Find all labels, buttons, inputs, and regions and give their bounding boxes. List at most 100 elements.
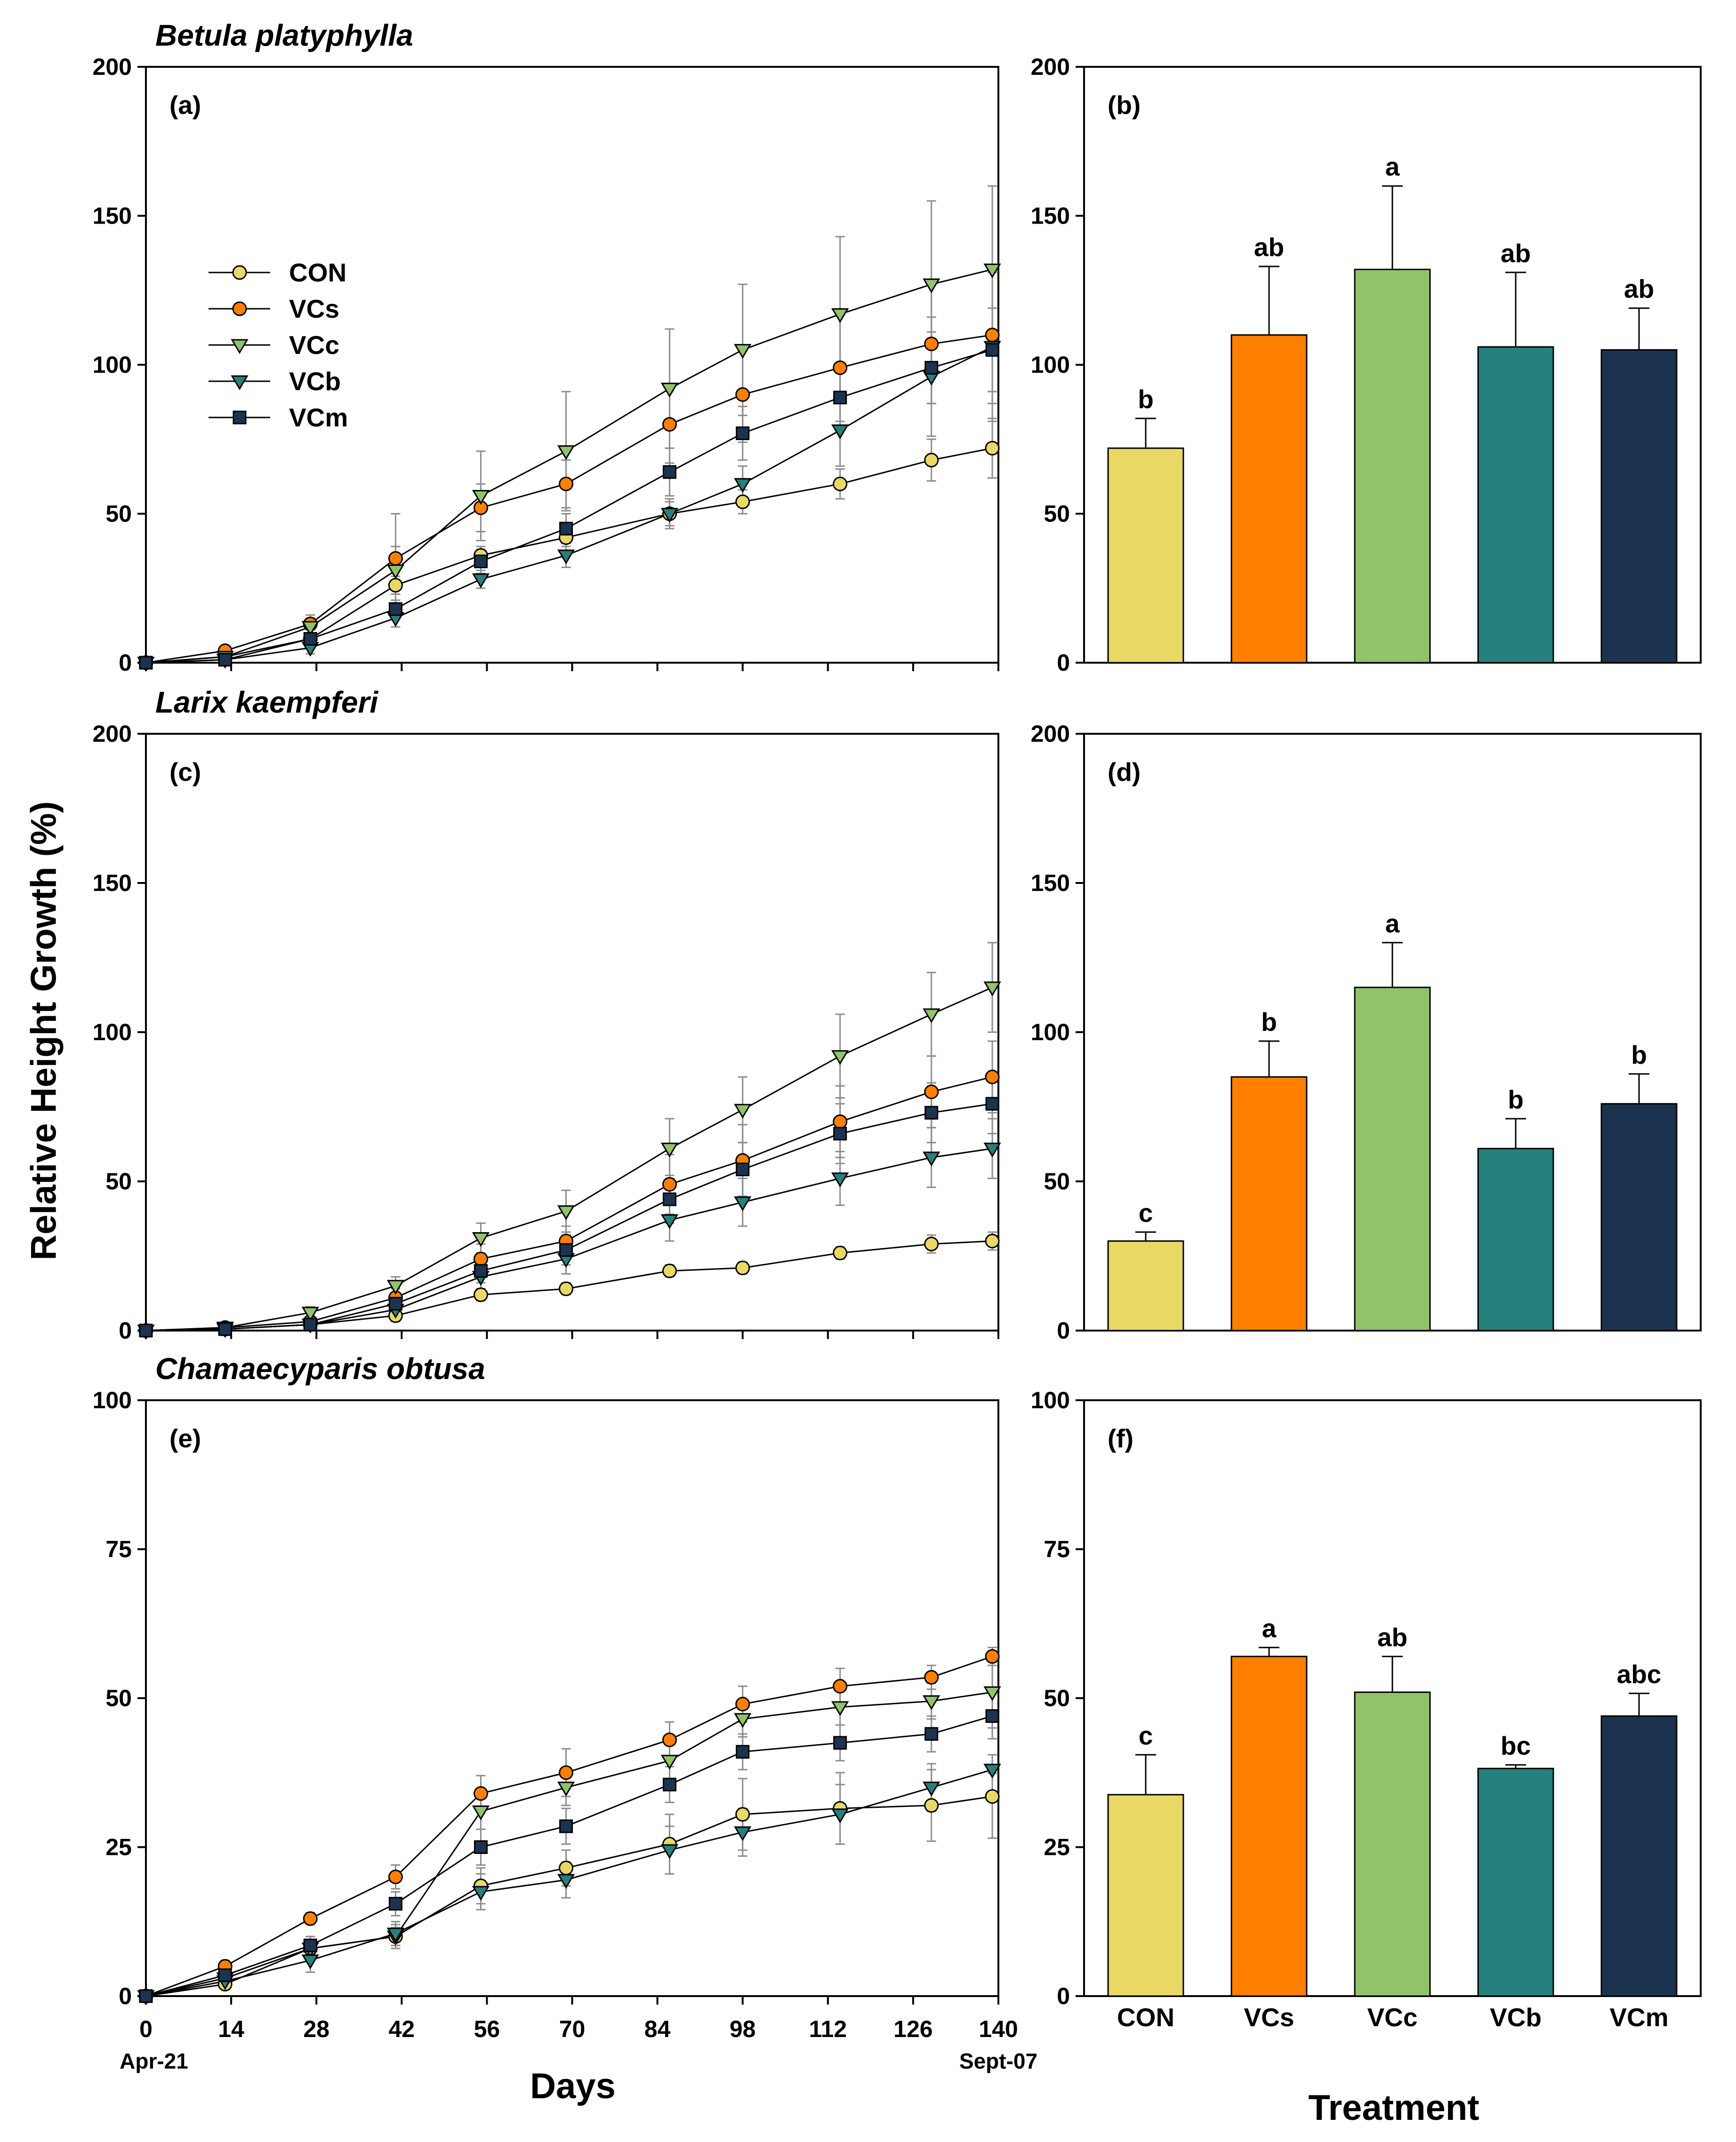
marker-vcb (660, 1844, 679, 1859)
x-tick-label: 98 (730, 2016, 756, 2042)
marker-con (985, 1234, 1000, 1249)
bar-vcm (1600, 349, 1678, 664)
marker-vcm (924, 1727, 939, 1741)
marker-con (924, 1236, 939, 1252)
marker-vcs (985, 1649, 1000, 1664)
species-title: Chamaecyparis obtusa (155, 1352, 485, 1386)
legend-label: CON (289, 258, 346, 287)
marker-vcm (662, 465, 676, 479)
marker-vcs (735, 1697, 750, 1712)
y-tick-label: 150 (93, 870, 132, 896)
marker-vcc (660, 1142, 679, 1158)
marker-vcc (660, 383, 679, 398)
y-tick-label: 0 (119, 650, 132, 676)
bar-vcb (1477, 1147, 1554, 1332)
significance-letter: b (1138, 385, 1154, 414)
bar-vcb (1477, 1767, 1554, 1997)
marker-vcb (734, 478, 752, 493)
marker-vcc (983, 1686, 1001, 1701)
category-label: CON (1117, 2003, 1174, 2032)
marker-vcm (303, 1317, 317, 1332)
marker-con (735, 1807, 750, 1822)
marker-con (559, 1281, 574, 1296)
marker-vcc (734, 1713, 752, 1728)
marker-con (662, 1263, 677, 1278)
panel-f: 0 25 50 75 100 c CON a VCs ab VCc bc VCb abc VCm (f) (1031, 1387, 1702, 2032)
y-tick-label: 50 (105, 1685, 132, 1711)
marker-vcc (557, 445, 575, 460)
y-tick-label: 200 (93, 54, 132, 80)
y-tick-label: 0 (1057, 650, 1070, 676)
marker-vcc (923, 278, 940, 294)
marker-con (833, 1245, 848, 1260)
marker-vcc (923, 1695, 940, 1710)
marker-vcb (472, 573, 490, 588)
marker-vcs (388, 1869, 403, 1885)
y-tick-label: 0 (1057, 1317, 1070, 1344)
marker-vcc (831, 1701, 849, 1716)
marker-vcm (924, 1106, 939, 1120)
marker-vcm (474, 554, 488, 569)
marker-vcc (557, 1205, 575, 1220)
significance-letter: a (1385, 152, 1400, 181)
panel-label: (a) (169, 90, 201, 120)
category-label: VCm (1609, 2003, 1668, 2032)
panel-label: (d) (1108, 757, 1141, 786)
marker-vcb (734, 1196, 752, 1211)
significance-letter: ab (1377, 1622, 1407, 1652)
marker-vcs (473, 1786, 488, 1801)
y-tick-label: 0 (119, 1317, 132, 1344)
marker-vcm (736, 1745, 750, 1759)
y-tick-label: 25 (1044, 1834, 1070, 1861)
panel-label: (b) (1108, 90, 1141, 120)
x-tick-label: 84 (644, 2016, 671, 2042)
marker-vcc (557, 1781, 575, 1797)
marker-vcm (833, 1736, 847, 1750)
marker-vcs (662, 1733, 677, 1748)
marker-con (735, 1260, 750, 1276)
x-tick-label: 42 (388, 2016, 415, 2042)
marker-vcc (734, 344, 752, 359)
panel-label: (e) (169, 1424, 201, 1453)
x-tick-label: 14 (218, 2016, 244, 2042)
bar-vcs (1230, 1076, 1308, 1332)
x-tick-label: 70 (559, 2016, 586, 2042)
bar-vcc (1354, 268, 1431, 664)
marker-vcb (660, 1214, 679, 1229)
marker-vcb (831, 1172, 849, 1187)
marker-con (924, 1798, 939, 1813)
marker-vcs (924, 337, 939, 352)
marker-vcm (388, 602, 402, 616)
marker-con (473, 1287, 488, 1302)
y-tick-label: 200 (1031, 721, 1070, 747)
marker-vcc (734, 1104, 752, 1119)
marker-vcm (833, 391, 847, 405)
y-tick-label: 50 (105, 501, 132, 527)
marker-vcb (734, 1826, 752, 1841)
marker-vcs (924, 1084, 939, 1099)
bar-vcm (1600, 1103, 1678, 1332)
panel-d: 0 50 100 150 200 c b a b b (d) (1031, 721, 1702, 1344)
marker-vcb (831, 1808, 849, 1823)
marker-vcc (831, 308, 849, 323)
marker-vcc (386, 564, 404, 579)
significance-letter: b (1261, 1007, 1277, 1036)
marker-vcb (660, 508, 679, 523)
marker-con (833, 476, 848, 491)
marker-vcb (557, 549, 575, 565)
marker-con (985, 1789, 1000, 1804)
significance-letter: a (1385, 909, 1400, 938)
marker-con (985, 441, 1000, 456)
bar-vcb (1477, 346, 1554, 664)
marker-vcb (386, 1927, 404, 1943)
bar-con (1107, 1794, 1184, 1997)
significance-letter: ab (1254, 233, 1284, 262)
marker-vcm (985, 1097, 999, 1111)
bar-vcs (1230, 1655, 1308, 1997)
y-tick-label: 0 (1057, 1983, 1070, 2009)
marker-vcm (474, 1840, 488, 1854)
significance-letter: ab (1501, 239, 1531, 268)
marker-vcm (736, 1163, 750, 1177)
y-tick-label: 75 (1044, 1536, 1070, 1563)
marker-vcb (923, 1781, 940, 1797)
